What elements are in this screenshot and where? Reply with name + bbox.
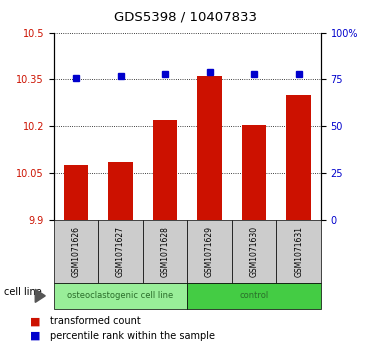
Text: control: control: [240, 291, 269, 300]
Text: GSM1071630: GSM1071630: [250, 226, 259, 277]
Text: GSM1071627: GSM1071627: [116, 226, 125, 277]
Bar: [242, 125, 266, 220]
Text: GSM1071629: GSM1071629: [205, 226, 214, 277]
Text: GSM1071631: GSM1071631: [294, 226, 303, 277]
Bar: [64, 165, 88, 220]
Bar: [197, 76, 222, 220]
Text: percentile rank within the sample: percentile rank within the sample: [50, 331, 215, 341]
Text: ■: ■: [30, 316, 40, 326]
Bar: [108, 162, 133, 220]
Bar: [286, 95, 311, 220]
Text: cell line: cell line: [4, 287, 42, 297]
Text: GSM1071626: GSM1071626: [72, 226, 81, 277]
Text: GDS5398 / 10407833: GDS5398 / 10407833: [114, 10, 257, 23]
Text: ■: ■: [30, 331, 40, 341]
Text: GSM1071628: GSM1071628: [161, 226, 170, 277]
Polygon shape: [35, 289, 45, 302]
Text: osteoclastogenic cell line: osteoclastogenic cell line: [68, 291, 174, 300]
Text: transformed count: transformed count: [50, 316, 141, 326]
Bar: [153, 120, 177, 220]
